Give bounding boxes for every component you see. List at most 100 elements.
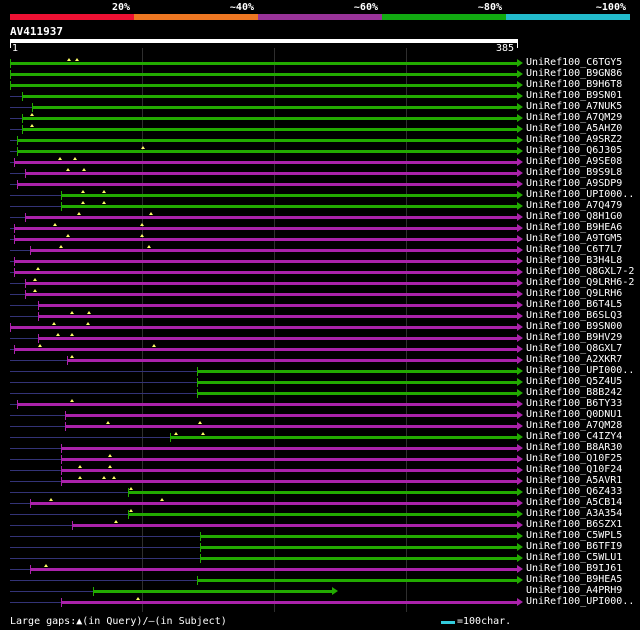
hit-label[interactable]: UniRef100_C4IZY4 (526, 431, 623, 442)
hit-row[interactable]: UniRef100_B9SN01 (0, 90, 640, 102)
hit-label[interactable]: UniRef100_UPI000.. (526, 189, 635, 200)
hit-label[interactable]: UniRef100_B9IJ61 (526, 563, 623, 574)
hit-row[interactable]: UniRef100_B3H4L8 (0, 255, 640, 267)
hit-row[interactable]: UniRef100_A5AHZ0 (0, 123, 640, 135)
hit-row[interactable]: UniRef100_Q9LRH6-2 (0, 277, 640, 289)
hit-label[interactable]: UniRef100_A5AVR1 (526, 475, 623, 486)
hit-label[interactable]: UniRef100_C6TGY5 (526, 57, 623, 68)
hit-row[interactable]: UniRef100_Q10F25 (0, 453, 640, 465)
hit-row[interactable]: UniRef100_A7QM29 (0, 112, 640, 124)
hit-label[interactable]: UniRef100_B9S9L8 (526, 167, 623, 178)
hit-row[interactable]: UniRef100_C6T7L7 (0, 244, 640, 256)
hit-label[interactable]: UniRef100_Q10F25 (526, 453, 623, 464)
hit-row[interactable]: UniRef100_C4IZY4 (0, 431, 640, 443)
hit-row[interactable]: UniRef100_B8B242 (0, 387, 640, 399)
hit-row[interactable]: UniRef100_B6T4L5 (0, 299, 640, 311)
hit-label[interactable]: UniRef100_A7QM28 (526, 420, 623, 431)
hit-label[interactable]: UniRef100_B8B242 (526, 387, 623, 398)
hit-label[interactable]: UniRef100_A9TGM5 (526, 233, 623, 244)
hit-label[interactable]: UniRef100_B9HV29 (526, 332, 623, 343)
hit-label[interactable]: UniRef100_A7NUK5 (526, 101, 623, 112)
hit-row[interactable]: UniRef100_B9GN86 (0, 68, 640, 80)
hit-row[interactable]: UniRef100_B9HV29 (0, 332, 640, 344)
hit-label[interactable]: UniRef100_A7QM29 (526, 112, 623, 123)
hit-row[interactable]: UniRef100_Q8H1G0 (0, 211, 640, 223)
hit-label[interactable]: UniRef100_Q5Z4U5 (526, 376, 623, 387)
hit-row[interactable]: UniRef100_B6TFI9 (0, 541, 640, 553)
hit-row[interactable]: UniRef100_B8AR30 (0, 442, 640, 454)
hit-row[interactable]: UniRef100_B9S9L8 (0, 167, 640, 179)
hit-row[interactable]: UniRef100_UPI000.. (0, 365, 640, 377)
hit-label[interactable]: UniRef100_B6TFI9 (526, 541, 623, 552)
hit-row[interactable]: UniRef100_B9HEA6 (0, 222, 640, 234)
hit-label[interactable]: UniRef100_B9H6T8 (526, 79, 623, 90)
hit-row[interactable]: UniRef100_A2XKR7 (0, 354, 640, 366)
hit-row[interactable]: UniRef100_Q0DNU1 (0, 409, 640, 421)
hit-label[interactable]: UniRef100_UPI000.. (526, 365, 635, 376)
hit-label[interactable]: UniRef100_C5WLU1 (526, 552, 623, 563)
hit-row[interactable]: UniRef100_UPI000.. (0, 596, 640, 608)
hit-label[interactable]: UniRef100_B6SZX1 (526, 519, 623, 530)
hit-label[interactable]: UniRef100_A9SRZ2 (526, 134, 623, 145)
hit-row[interactable]: UniRef100_A9SDP9 (0, 178, 640, 190)
hit-row[interactable]: UniRef100_Q6J305 (0, 145, 640, 157)
hit-row[interactable]: UniRef100_B6SLQ3 (0, 310, 640, 322)
hit-label[interactable]: UniRef100_A5AHZ0 (526, 123, 623, 134)
hit-label[interactable]: UniRef100_Q8GXL7-2 (526, 266, 635, 277)
hit-label[interactable]: UniRef100_A9SE08 (526, 156, 623, 167)
hit-row[interactable]: UniRef100_UPI000.. (0, 189, 640, 201)
hit-label[interactable]: UniRef100_Q8H1G0 (526, 211, 623, 222)
hit-row[interactable]: UniRef100_B9HEA5 (0, 574, 640, 586)
hit-label[interactable]: UniRef100_A3A354 (526, 508, 623, 519)
hit-label[interactable]: UniRef100_C6T7L7 (526, 244, 623, 255)
hit-label[interactable]: UniRef100_Q9LRH6-2 (526, 277, 635, 288)
hit-label[interactable]: UniRef100_B9SN00 (526, 321, 623, 332)
hit-label[interactable]: UniRef100_B9HEA6 (526, 222, 623, 233)
hit-row[interactable]: UniRef100_Q5Z4U5 (0, 376, 640, 388)
hit-row[interactable]: UniRef100_A7QM28 (0, 420, 640, 432)
hit-row[interactable]: UniRef100_C6TGY5 (0, 57, 640, 69)
hit-label[interactable]: UniRef100_Q0DNU1 (526, 409, 623, 420)
hit-label[interactable]: UniRef100_B8AR30 (526, 442, 623, 453)
hit-row[interactable]: UniRef100_A9SRZ2 (0, 134, 640, 146)
hit-row[interactable]: UniRef100_Q10F24 (0, 464, 640, 476)
hit-label[interactable]: UniRef100_UPI000.. (526, 596, 635, 607)
hit-label[interactable]: UniRef100_A2XKR7 (526, 354, 623, 365)
hit-label[interactable]: UniRef100_A4PRH9 (526, 585, 623, 596)
hit-label[interactable]: UniRef100_B9GN86 (526, 68, 623, 79)
hit-label[interactable]: UniRef100_B3H4L8 (526, 255, 623, 266)
hit-label[interactable]: UniRef100_A7Q479 (526, 200, 623, 211)
hit-label[interactable]: UniRef100_A9SDP9 (526, 178, 623, 189)
hit-row[interactable]: UniRef100_Q9LRH6 (0, 288, 640, 300)
hit-row[interactable]: UniRef100_B9IJ61 (0, 563, 640, 575)
hit-row[interactable]: UniRef100_A7Q479 (0, 200, 640, 212)
hit-label[interactable]: UniRef100_Q9LRH6 (526, 288, 623, 299)
hit-label[interactable]: UniRef100_B9HEA5 (526, 574, 623, 585)
hit-row[interactable]: UniRef100_A5AVR1 (0, 475, 640, 487)
hit-row[interactable]: UniRef100_Q8GXL7 (0, 343, 640, 355)
hit-row[interactable]: UniRef100_A4PRH9 (0, 585, 640, 597)
hit-label[interactable]: UniRef100_B9SN01 (526, 90, 623, 101)
hit-row[interactable]: UniRef100_B6TY33 (0, 398, 640, 410)
hit-row[interactable]: UniRef100_B6SZX1 (0, 519, 640, 531)
hit-label[interactable]: UniRef100_B6TY33 (526, 398, 623, 409)
hit-row[interactable]: UniRef100_A7NUK5 (0, 101, 640, 113)
hit-row[interactable]: UniRef100_Q6Z433 (0, 486, 640, 498)
hit-row[interactable]: UniRef100_Q8GXL7-2 (0, 266, 640, 278)
hit-row[interactable]: UniRef100_A3A354 (0, 508, 640, 520)
hit-label[interactable]: UniRef100_Q6Z433 (526, 486, 623, 497)
hit-row[interactable]: UniRef100_A9TGM5 (0, 233, 640, 245)
hit-label[interactable]: UniRef100_Q10F24 (526, 464, 623, 475)
hit-label[interactable]: UniRef100_A5CB14 (526, 497, 623, 508)
hit-label[interactable]: UniRef100_C5WPL5 (526, 530, 623, 541)
hit-label[interactable]: UniRef100_Q8GXL7 (526, 343, 623, 354)
hit-row[interactable]: UniRef100_A9SE08 (0, 156, 640, 168)
hit-row[interactable]: UniRef100_C5WLU1 (0, 552, 640, 564)
hit-row[interactable]: UniRef100_C5WPL5 (0, 530, 640, 542)
hit-row[interactable]: UniRef100_B9H6T8 (0, 79, 640, 91)
hit-label[interactable]: UniRef100_B6SLQ3 (526, 310, 623, 321)
hit-row[interactable]: UniRef100_B9SN00 (0, 321, 640, 333)
hit-label[interactable]: UniRef100_B6T4L5 (526, 299, 623, 310)
hit-row[interactable]: UniRef100_A5CB14 (0, 497, 640, 509)
hit-label[interactable]: UniRef100_Q6J305 (526, 145, 623, 156)
